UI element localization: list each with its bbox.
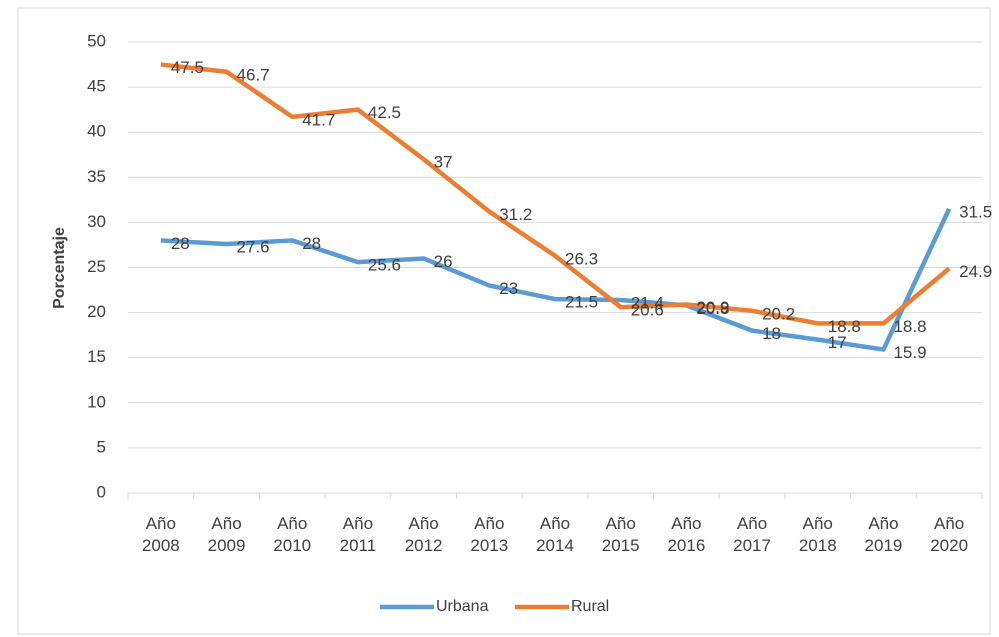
chart-border <box>17 7 991 635</box>
series-line <box>160 207 952 352</box>
y-tick-label: 15 <box>87 347 106 366</box>
y-tick-label: 45 <box>87 77 106 96</box>
data-label: 21.5 <box>565 293 598 312</box>
y-tick-label: 10 <box>87 392 106 411</box>
x-tick-label: Año 2011 <box>339 514 377 555</box>
x-tick-label: Año 2020 <box>930 514 969 555</box>
y-axis-title: Porcentaje <box>51 227 68 309</box>
x-tick-label: Año 2015 <box>601 514 640 555</box>
data-label: 20.6 <box>631 301 664 320</box>
data-label: 20.2 <box>762 304 795 323</box>
legend-label: Urbana <box>436 598 489 615</box>
data-label: 24.9 <box>959 262 992 281</box>
data-label: 26 <box>434 252 453 271</box>
data-label: 47.5 <box>171 58 204 77</box>
data-label: 41.7 <box>302 110 335 129</box>
y-tick-label: 5 <box>97 437 106 456</box>
data-label: 20.9 <box>696 298 729 317</box>
x-tick-label: Año 2009 <box>207 514 246 555</box>
x-tick-label: Año 2016 <box>667 514 706 555</box>
y-tick-label: 35 <box>87 167 106 186</box>
x-tick-label: Año 2018 <box>798 514 837 555</box>
data-label: 28 <box>302 234 321 253</box>
data-label: 18 <box>762 324 781 343</box>
data-label: 18.8 <box>893 317 926 336</box>
data-label: 25.6 <box>368 256 401 275</box>
data-label: 31.2 <box>499 205 532 224</box>
y-tick-label: 50 <box>87 31 106 50</box>
data-label: 26.3 <box>565 249 598 268</box>
data-label: 17 <box>828 333 847 352</box>
x-tick-label: Año 2013 <box>470 514 509 555</box>
y-tick-label: 0 <box>97 482 106 501</box>
x-tick-label: Año 2019 <box>864 514 903 555</box>
data-label: 37 <box>434 153 453 172</box>
legend-label: Rural <box>571 598 609 615</box>
data-label: 28 <box>171 234 190 253</box>
y-tick-label: 20 <box>87 302 106 321</box>
x-tick-label: Año 2017 <box>733 514 771 555</box>
x-tick-label: Año 2012 <box>404 514 443 555</box>
x-tick-label: Año 2010 <box>273 514 312 555</box>
series-line <box>160 62 951 326</box>
data-label: 27.6 <box>237 238 270 257</box>
data-label: 20.8 <box>696 299 729 318</box>
data-label: 31.5 <box>959 202 992 221</box>
data-label: 15.9 <box>893 343 926 362</box>
data-label: 21.4 <box>631 293 664 312</box>
x-tick-label: Año 2014 <box>536 514 574 555</box>
y-tick-label: 25 <box>87 257 106 276</box>
y-tick-label: 40 <box>87 122 106 141</box>
data-label: 42.5 <box>368 103 401 122</box>
data-label: 46.7 <box>237 65 270 84</box>
data-label: 23 <box>499 279 518 298</box>
x-tick-label: Año 2008 <box>141 514 180 555</box>
data-label: 18.8 <box>828 317 861 336</box>
y-tick-label: 30 <box>87 212 106 231</box>
